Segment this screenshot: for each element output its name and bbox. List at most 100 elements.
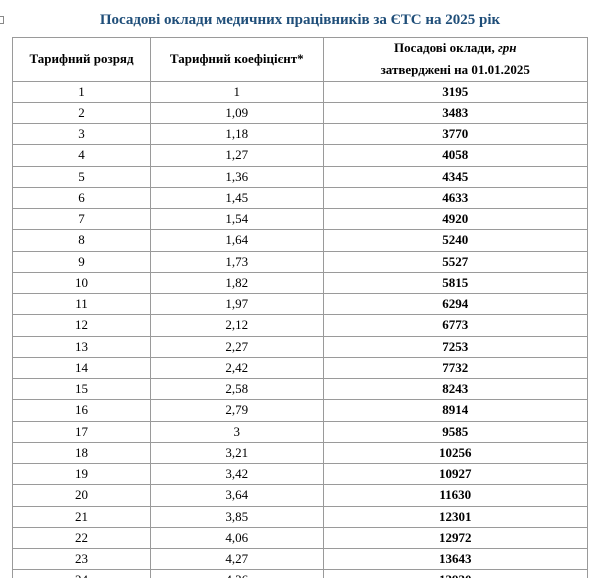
cell-coef: 1,09: [151, 102, 324, 123]
cell-rank: 6: [13, 187, 151, 208]
cell-rank: 23: [13, 549, 151, 570]
cell-salary: 8914: [323, 400, 588, 421]
cell-coef: 3: [151, 421, 324, 442]
cell-coef: 1,97: [151, 294, 324, 315]
table-row: 71,544920: [13, 209, 588, 230]
cell-rank: 21: [13, 506, 151, 527]
cell-coef: 1,64: [151, 230, 324, 251]
cell-salary: 6773: [323, 315, 588, 336]
cell-salary: 10927: [323, 464, 588, 485]
cell-coef: 1: [151, 81, 324, 102]
cell-coef: 2,27: [151, 336, 324, 357]
table-row: 31,183770: [13, 124, 588, 145]
cell-salary: 5527: [323, 251, 588, 272]
table-row: 1739585: [13, 421, 588, 442]
cell-salary: 13930: [323, 570, 588, 578]
cell-rank: 8: [13, 230, 151, 251]
col-header-salary-label: Посадові оклади,: [394, 40, 495, 55]
table-row: 81,645240: [13, 230, 588, 251]
col-header-coef: Тарифний коефіцієнт*: [151, 38, 324, 82]
cell-salary: 3483: [323, 102, 588, 123]
cell-salary: 11630: [323, 485, 588, 506]
table-row: 21,093483: [13, 102, 588, 123]
cell-coef: 3,64: [151, 485, 324, 506]
cell-salary: 4633: [323, 187, 588, 208]
cell-rank: 10: [13, 272, 151, 293]
cell-rank: 12: [13, 315, 151, 336]
table-row: 122,126773: [13, 315, 588, 336]
cell-rank: 20: [13, 485, 151, 506]
table-row: 244,3613930: [13, 570, 588, 578]
table-row: 61,454633: [13, 187, 588, 208]
cell-coef: 1,45: [151, 187, 324, 208]
cell-coef: 1,27: [151, 145, 324, 166]
col-header-salary: Посадові оклади, грн затверджені на 01.0…: [323, 38, 588, 82]
cell-salary: 6294: [323, 294, 588, 315]
cell-rank: 24: [13, 570, 151, 578]
table-row: 193,4210927: [13, 464, 588, 485]
cell-coef: 1,54: [151, 209, 324, 230]
cell-rank: 18: [13, 442, 151, 463]
cell-rank: 13: [13, 336, 151, 357]
cell-salary: 3195: [323, 81, 588, 102]
cell-rank: 4: [13, 145, 151, 166]
cell-salary: 5240: [323, 230, 588, 251]
table-row: 113195: [13, 81, 588, 102]
cell-coef: 2,42: [151, 357, 324, 378]
cell-coef: 1,73: [151, 251, 324, 272]
cell-rank: 17: [13, 421, 151, 442]
cell-salary: 4345: [323, 166, 588, 187]
cell-coef: 2,79: [151, 400, 324, 421]
cell-rank: 14: [13, 357, 151, 378]
cell-salary: 12972: [323, 527, 588, 548]
table-row: 213,8512301: [13, 506, 588, 527]
table-row: 41,274058: [13, 145, 588, 166]
cell-rank: 2: [13, 102, 151, 123]
page-title: Посадові оклади медичних працівників за …: [12, 12, 588, 29]
table-row: 152,588243: [13, 379, 588, 400]
cell-rank: 7: [13, 209, 151, 230]
table-row: 183,2110256: [13, 442, 588, 463]
col-header-salary-date: затверджені на 01.01.2025: [328, 62, 584, 78]
cell-salary: 13643: [323, 549, 588, 570]
cell-rank: 22: [13, 527, 151, 548]
table-row: 234,2713643: [13, 549, 588, 570]
cell-salary: 3770: [323, 124, 588, 145]
cell-coef: 2,12: [151, 315, 324, 336]
cell-rank: 5: [13, 166, 151, 187]
cell-coef: 4,36: [151, 570, 324, 578]
cell-rank: 16: [13, 400, 151, 421]
table-body: 11319521,09348331,18377041,27405851,3643…: [13, 81, 588, 578]
document-page: Посадові оклади медичних працівників за …: [0, 0, 600, 578]
col-header-rank: Тарифний розряд: [13, 38, 151, 82]
cell-salary: 5815: [323, 272, 588, 293]
table-row: 111,976294: [13, 294, 588, 315]
cell-rank: 19: [13, 464, 151, 485]
cell-rank: 3: [13, 124, 151, 145]
cell-salary: 4920: [323, 209, 588, 230]
cell-coef: 4,06: [151, 527, 324, 548]
table-row: 203,6411630: [13, 485, 588, 506]
cell-salary: 4058: [323, 145, 588, 166]
table-row: 91,735527: [13, 251, 588, 272]
table-row: 132,277253: [13, 336, 588, 357]
cell-rank: 11: [13, 294, 151, 315]
cell-coef: 4,27: [151, 549, 324, 570]
cell-rank: 1: [13, 81, 151, 102]
cell-coef: 3,21: [151, 442, 324, 463]
cell-coef: 1,82: [151, 272, 324, 293]
cell-coef: 2,58: [151, 379, 324, 400]
table-row: 142,427732: [13, 357, 588, 378]
table-row: 51,364345: [13, 166, 588, 187]
cell-salary: 9585: [323, 421, 588, 442]
cell-rank: 9: [13, 251, 151, 272]
table-row: 162,798914: [13, 400, 588, 421]
cell-salary: 8243: [323, 379, 588, 400]
cell-salary: 12301: [323, 506, 588, 527]
cell-salary: 10256: [323, 442, 588, 463]
table-row: 224,0612972: [13, 527, 588, 548]
table-header-row: Тарифний розряд Тарифний коефіцієнт* Пос…: [13, 38, 588, 82]
cell-rank: 15: [13, 379, 151, 400]
cell-coef: 1,18: [151, 124, 324, 145]
table-row: 101,825815: [13, 272, 588, 293]
